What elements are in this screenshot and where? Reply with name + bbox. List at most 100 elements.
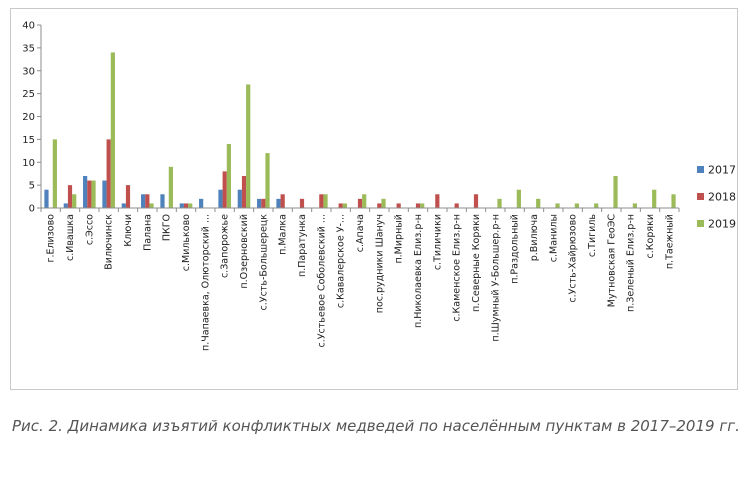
bar-2019-24	[516, 189, 521, 208]
x-category-label: пос.рудники Шануч	[374, 214, 385, 313]
bar-2019-32	[671, 194, 676, 208]
bar-2018-4	[125, 185, 131, 209]
x-category-label: ПКГО	[162, 214, 173, 241]
x-category-label: г.Елизово	[46, 214, 57, 263]
bar-2019-23	[497, 198, 502, 208]
legend-label-2018: 2018	[708, 191, 736, 204]
legend-label-2017: 2017	[708, 164, 736, 177]
bar-2018-11	[261, 198, 266, 208]
bar-2019-19	[420, 203, 425, 208]
legend-swatch-2018	[697, 193, 704, 200]
x-category-label: п.Северные Коряки	[471, 214, 482, 312]
x-category-label: п.Раздольный	[510, 214, 521, 284]
x-category-label: с.Усть-Большерецк	[258, 214, 269, 311]
bars	[44, 52, 676, 209]
x-category-label: с.Устьевое Соболевский ...	[316, 214, 327, 348]
x-category-label: с.Каменское Елиз.р-н	[452, 214, 463, 322]
bar-2017-4	[121, 203, 126, 208]
bar-2018-2	[87, 180, 92, 208]
x-category-label: Вилючинск	[104, 214, 115, 270]
x-category-label: с.Коряки	[645, 214, 656, 258]
chart-frame: 0 5 10 15 20 25 30 35 40 г.Елизово с.Ивашка с.Эссо…	[10, 8, 738, 390]
bar-2018-20	[435, 194, 440, 208]
bar-2019-30	[632, 203, 637, 208]
legend-label-2019: 2019	[708, 218, 736, 231]
x-category-label: с.Кавалерское У-...	[336, 214, 347, 308]
bar-2019-25	[536, 198, 541, 208]
legend-swatch-2017	[697, 166, 704, 173]
bar-2019-16	[362, 194, 367, 208]
x-category-label: Палана	[142, 214, 153, 251]
bar-2019-2	[91, 180, 96, 208]
x-category-label: с.Тигиль	[587, 214, 598, 257]
bar-2019-1	[72, 194, 77, 208]
y-tick-label: 40	[22, 21, 35, 32]
bar-2019-28	[594, 203, 599, 208]
bar-2017-5	[141, 194, 146, 208]
bar-2018-7	[183, 203, 189, 208]
bar-2017-12	[276, 198, 281, 208]
bar-2017-0	[44, 189, 49, 208]
y-tick-label: 35	[22, 43, 35, 54]
x-category-label: Ключи	[123, 214, 134, 247]
bar-2018-19	[415, 203, 421, 208]
bar-2017-3	[102, 180, 107, 208]
bar-2017-7	[179, 203, 184, 208]
bar-2019-0	[52, 139, 57, 209]
bar-2019-14	[323, 194, 328, 208]
bar-2018-15	[338, 203, 343, 208]
x-category-label: п.Николаевка Елиз.р-н	[413, 214, 424, 328]
bar-2019-5	[149, 203, 154, 208]
x-category-label: с.Тиличики	[432, 214, 443, 270]
x-category-label: с.Апача	[355, 214, 366, 252]
x-category-label: с.Эссо	[84, 214, 95, 245]
bar-2019-9	[226, 143, 231, 208]
x-category-label: п.Зеленый Елиз.р-н	[626, 214, 637, 312]
x-category-label: п.Шумный У-Большер.р-н	[490, 214, 501, 342]
bar-2018-18	[396, 203, 401, 208]
x-category-label: п.Мирный	[394, 214, 405, 264]
bar-2018-3	[106, 139, 111, 209]
bar-2019-17	[381, 198, 386, 208]
x-category-label: с.Запорожье	[220, 214, 231, 278]
x-category-label: п.Озерновский	[239, 214, 250, 289]
bar-2018-9	[222, 171, 227, 208]
bar-2018-5	[145, 194, 150, 208]
x-category-label: Мутновская ГеоЭС	[606, 214, 617, 308]
bar-2019-6	[168, 166, 173, 208]
bar-2018-16	[357, 198, 363, 208]
bar-2017-9	[218, 189, 223, 208]
bar-2017-1	[63, 203, 68, 208]
bar-2019-3	[110, 52, 115, 209]
bar-2018-21	[454, 203, 459, 208]
bar-2017-11	[257, 198, 262, 208]
bar-2018-12	[280, 194, 285, 208]
y-tick-label: 10	[22, 158, 35, 169]
bar-2019-27	[574, 203, 579, 208]
x-category-label: п.Чапаевка, Олюторский ...	[200, 214, 211, 351]
legend-swatch-2019	[697, 220, 704, 227]
x-category-label: с.Усть-Хайрюзово	[568, 214, 579, 303]
bar-2018-22	[473, 194, 479, 208]
bar-2019-7	[188, 203, 193, 208]
bar-2018-1	[67, 185, 73, 209]
bar-2019-26	[555, 203, 560, 208]
bar-2018-10	[241, 175, 247, 208]
x-category-label: п.Малка	[278, 214, 289, 255]
y-tick-label: 25	[22, 89, 35, 100]
y-tick-label: 30	[22, 66, 35, 77]
x-category-label: с.Мильково	[181, 214, 192, 271]
y-tick-label: 0	[29, 204, 35, 215]
bar-2019-29	[613, 175, 618, 208]
x-category-label: п.Паратунка	[297, 214, 308, 277]
bar-2017-2	[83, 175, 88, 208]
y-tick-label: 5	[29, 181, 35, 192]
bar-2019-10	[246, 84, 251, 208]
x-axis: г.Елизово с.Ивашка с.Эссо Вилючинск Ключи Пал…	[40, 207, 680, 351]
y-axis: 0 5 10 15 20 25 30 35 40	[22, 21, 42, 215]
bar-2018-14	[319, 194, 324, 208]
bar-2018-17	[377, 203, 382, 208]
x-category-label: с.Ивашка	[65, 214, 76, 261]
bar-2017-10	[237, 189, 242, 208]
bar-chart: 0 5 10 15 20 25 30 35 40 г.Елизово с.Ивашка с.Эссо…	[22, 21, 736, 351]
